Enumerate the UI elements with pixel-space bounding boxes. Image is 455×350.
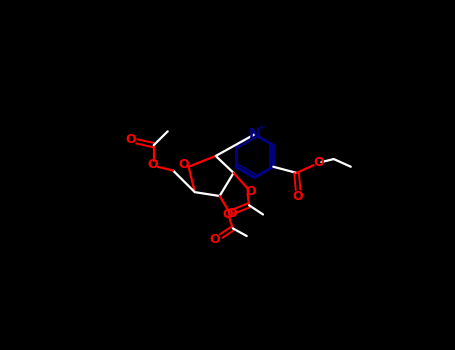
Text: O: O xyxy=(313,156,324,169)
Text: O: O xyxy=(227,207,238,220)
Text: +: + xyxy=(257,123,265,133)
Text: O: O xyxy=(222,208,233,221)
Text: O: O xyxy=(293,189,303,203)
Text: N: N xyxy=(249,127,260,141)
Text: O: O xyxy=(125,133,136,146)
Text: O: O xyxy=(210,233,220,246)
Text: O: O xyxy=(245,185,256,198)
Text: O: O xyxy=(147,158,157,171)
Text: O: O xyxy=(178,158,188,171)
